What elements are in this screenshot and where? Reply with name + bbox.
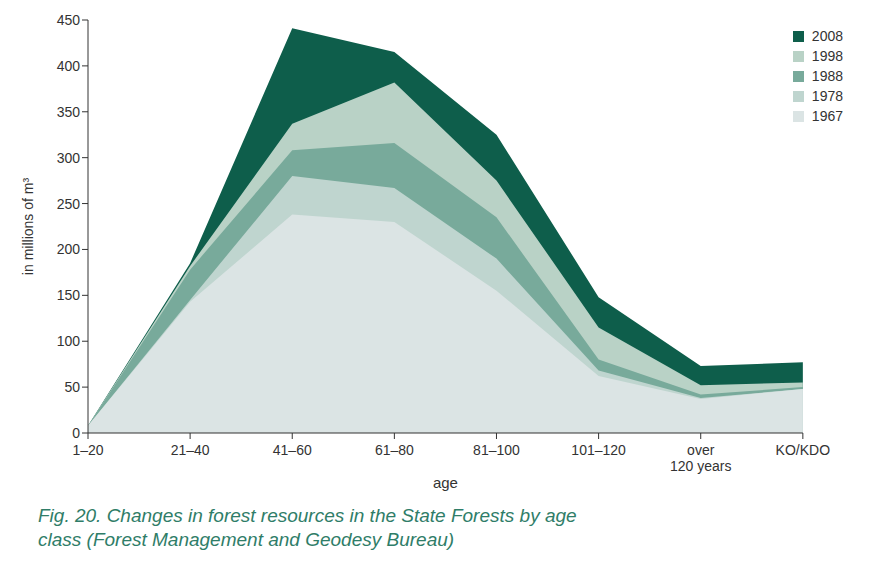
- svg-text:KO/KDO: KO/KDO: [776, 442, 831, 458]
- svg-text:41–60: 41–60: [273, 442, 312, 458]
- svg-text:1–20: 1–20: [72, 442, 103, 458]
- html-text:1988: 1988: [811, 68, 843, 84]
- svg-text:400: 400: [57, 58, 81, 74]
- svg-text:450: 450: [57, 12, 81, 28]
- svg-text:in millions of m³: in millions of m³: [20, 178, 36, 276]
- html-text:1998: 1998: [811, 48, 843, 64]
- html-text:1967: 1967: [811, 108, 843, 124]
- html-text:2008: 2008: [811, 28, 843, 44]
- html-text:1978: 1978: [811, 88, 843, 104]
- svg-text:350: 350: [57, 104, 81, 120]
- svg-text:0: 0: [72, 425, 80, 441]
- svg-text:101–120: 101–120: [571, 442, 626, 458]
- svg-text:21–40: 21–40: [171, 442, 210, 458]
- svg-text:age: age: [433, 474, 458, 491]
- svg-text:250: 250: [57, 196, 81, 212]
- svg-text:200: 200: [57, 241, 81, 257]
- svg-text:100: 100: [57, 333, 81, 349]
- svg-text:over: over: [687, 442, 715, 458]
- svg-text:50: 50: [64, 379, 80, 395]
- svg-text:61–80: 61–80: [375, 442, 414, 458]
- svg-text:300: 300: [57, 150, 81, 166]
- svg-text:81–100: 81–100: [473, 442, 520, 458]
- svg-text:120 years: 120 years: [670, 458, 731, 474]
- html-text:Fig. 20. Changes in forest res: Fig. 20. Changes in forest resources in …: [38, 505, 577, 550]
- svg-text:150: 150: [57, 287, 81, 303]
